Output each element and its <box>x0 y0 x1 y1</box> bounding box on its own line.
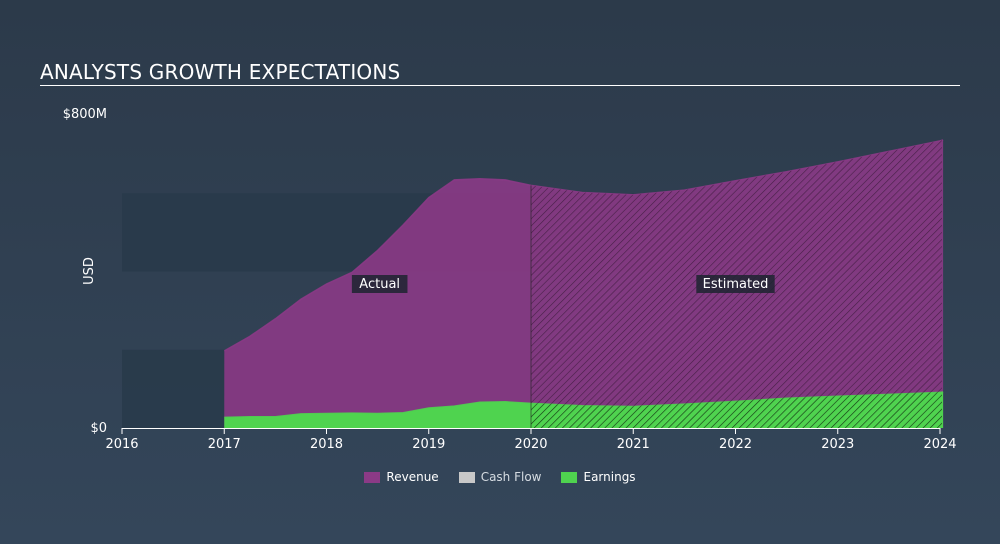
legend-item-cash-flow[interactable]: Cash Flow <box>458 470 542 484</box>
annotation-bg-actual <box>351 275 408 293</box>
annotation-label-estimated: Estimated <box>703 277 769 292</box>
estimate-hatch-earnings <box>531 392 942 428</box>
chart-title: ANALYSTS GROWTH EXPECTATIONS <box>40 60 401 84</box>
x-tick-label-2019: 2019 <box>412 437 445 452</box>
legend-item-earnings[interactable]: Earnings <box>561 470 636 484</box>
revenue-swatch <box>364 471 381 483</box>
x-tick-label-2018: 2018 <box>310 437 343 452</box>
x-tick-label-2022: 2022 <box>719 437 752 452</box>
legend-label-revenue: Revenue <box>386 470 439 484</box>
legend-label-cash-flow: Cash Flow <box>480 470 542 484</box>
x-tick-label-2020: 2020 <box>514 437 547 452</box>
legend-item-revenue[interactable]: Revenue <box>364 470 439 484</box>
earnings-swatch <box>561 471 578 483</box>
y-tick-label-zero: $0 <box>90 421 107 436</box>
x-tick-label-2017: 2017 <box>208 437 241 452</box>
legend-label-earnings: Earnings <box>583 470 636 484</box>
cash-flow-swatch <box>458 471 475 483</box>
title-divider <box>40 85 960 86</box>
chart-axes: 2016 2017 2018 2019 2020 2021 2022 2023 2024 $800… <box>63 107 957 452</box>
y-axis-label: USD <box>82 257 97 285</box>
annotation-bg-estimated <box>696 275 775 293</box>
annotation-label-actual: Actual <box>359 277 400 292</box>
x-tick-label-2024: 2024 <box>923 437 956 452</box>
y-tick-label-max: $800M <box>63 107 107 122</box>
x-tick-label-2016: 2016 <box>105 437 138 452</box>
x-tick-label-2021: 2021 <box>617 437 650 452</box>
chart-annotations: Actual Estimated <box>351 275 775 293</box>
annotation-estimated: Estimated <box>696 275 775 293</box>
chart-legend: Revenue Cash Flow Earnings <box>0 470 1000 484</box>
x-tick-label-2023: 2023 <box>821 437 854 452</box>
annotation-actual: Actual <box>351 275 408 293</box>
